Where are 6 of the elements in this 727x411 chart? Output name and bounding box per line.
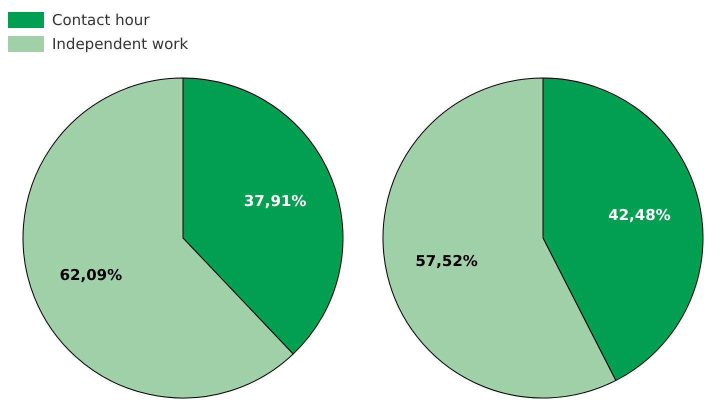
data-label: 57,52% — [415, 252, 478, 270]
data-label: 42,48% — [608, 206, 671, 224]
legend-label: Contact hour — [52, 11, 150, 29]
data-label: 62,09% — [60, 266, 122, 284]
legend-label: Independent work — [52, 35, 188, 53]
data-label: 37,91% — [244, 192, 306, 210]
